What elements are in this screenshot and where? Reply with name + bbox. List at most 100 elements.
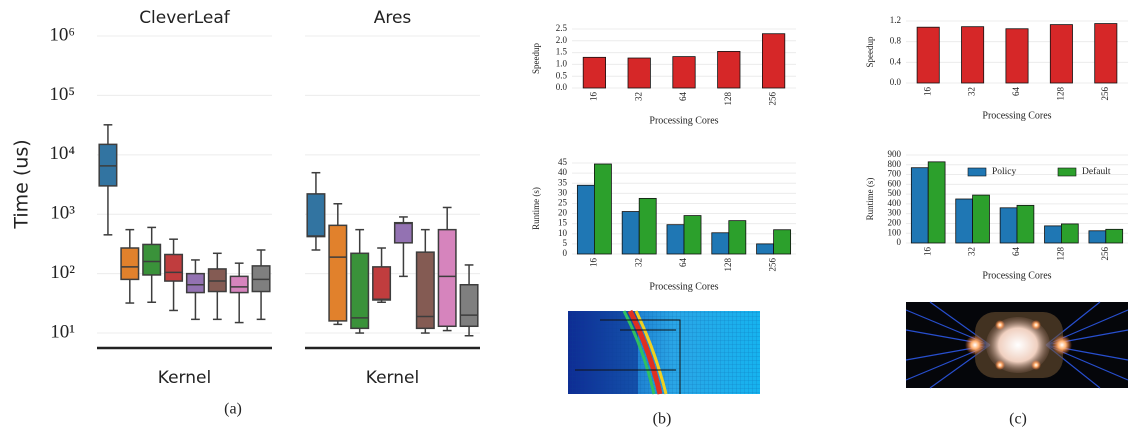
bar bbox=[638, 197, 657, 255]
y-tick-label: 1.0 bbox=[556, 58, 568, 68]
caption: (c) bbox=[1009, 411, 1027, 428]
bar bbox=[972, 194, 990, 244]
y-tick-label: 35 bbox=[558, 177, 568, 187]
x-tick-label: 256 bbox=[1100, 247, 1110, 261]
y-tick-label: 400 bbox=[888, 198, 902, 208]
bar bbox=[1088, 230, 1107, 244]
box bbox=[415, 251, 435, 330]
bar bbox=[910, 167, 929, 244]
y-tick-label: 200 bbox=[888, 218, 902, 228]
bar bbox=[762, 33, 786, 89]
y-tick-label: 10³ bbox=[50, 203, 75, 224]
legend-label: Default bbox=[1082, 166, 1111, 177]
x-tick-label: 64 bbox=[678, 258, 688, 268]
box bbox=[306, 193, 326, 238]
bar bbox=[961, 26, 985, 84]
bar bbox=[773, 229, 792, 255]
legend-label: Policy bbox=[992, 167, 1017, 177]
y-axis-label: Runtime (s) bbox=[865, 178, 875, 221]
y-tick-label: 600 bbox=[888, 178, 902, 188]
y-tick-label: 1.5 bbox=[556, 47, 568, 57]
x-tick-label: 32 bbox=[633, 92, 643, 101]
x-axis-label: Processing Cores bbox=[649, 281, 718, 292]
caption: (b) bbox=[653, 411, 672, 428]
y-tick-label: 800 bbox=[888, 159, 902, 169]
bar bbox=[683, 215, 702, 255]
x-tick-label: 64 bbox=[678, 92, 688, 102]
x-axis-label: Kernel bbox=[366, 368, 419, 388]
bar bbox=[621, 211, 640, 255]
y-axis-label: Runtime (s) bbox=[531, 187, 541, 230]
bar bbox=[672, 56, 696, 89]
x-tick-label: 256 bbox=[768, 92, 778, 106]
legend-swatch bbox=[967, 167, 987, 177]
box bbox=[372, 266, 392, 301]
x-tick-label: 16 bbox=[588, 92, 598, 102]
y-tick-label: 5 bbox=[563, 238, 568, 248]
x-axis-label: Processing Cores bbox=[982, 270, 1051, 281]
bar bbox=[1044, 225, 1062, 244]
box bbox=[120, 247, 140, 281]
bar bbox=[576, 184, 595, 255]
y-tick-label: 500 bbox=[888, 188, 902, 198]
y-axis-label: Time (us) bbox=[11, 139, 33, 229]
x-axis-label: Processing Cores bbox=[649, 115, 718, 126]
x-tick-label: 128 bbox=[1055, 247, 1065, 261]
y-tick-label: 0.0 bbox=[556, 82, 568, 92]
y-tick-label: 10⁴ bbox=[49, 143, 75, 164]
y-tick-label: 1.2 bbox=[890, 15, 901, 25]
x-tick-label: 64 bbox=[1011, 247, 1021, 257]
x-tick-label: 256 bbox=[768, 258, 778, 272]
x-tick-label: 16 bbox=[922, 87, 932, 97]
y-tick-label: 0 bbox=[563, 248, 568, 258]
bar bbox=[1016, 204, 1035, 244]
bar bbox=[594, 163, 612, 255]
bar bbox=[1049, 24, 1073, 84]
box bbox=[459, 283, 479, 328]
bar bbox=[1005, 28, 1029, 84]
x-tick-label: 128 bbox=[1055, 87, 1065, 101]
y-tick-label: 10² bbox=[50, 262, 75, 283]
y-tick-label: 0 bbox=[897, 237, 902, 247]
bar bbox=[1105, 228, 1124, 244]
box bbox=[142, 243, 162, 276]
bar bbox=[717, 51, 741, 89]
y-tick-label: 45 bbox=[558, 157, 568, 167]
y-tick-label: 100 bbox=[888, 227, 902, 237]
y-tick-label: 0.0 bbox=[890, 77, 902, 87]
chart-title: Ares bbox=[374, 8, 412, 28]
bar bbox=[999, 207, 1018, 244]
box bbox=[207, 268, 227, 293]
bar bbox=[927, 161, 946, 244]
x-axis-label: Kernel bbox=[158, 368, 211, 388]
y-tick-label: 40 bbox=[558, 167, 568, 177]
x-tick-label: 32 bbox=[967, 247, 977, 256]
x-tick-label: 256 bbox=[1100, 87, 1110, 101]
box bbox=[98, 143, 118, 187]
chart-title: CleverLeaf bbox=[139, 8, 231, 28]
bar bbox=[582, 56, 607, 89]
x-tick-label: 128 bbox=[723, 92, 733, 106]
bar bbox=[955, 198, 974, 244]
caption: (a) bbox=[224, 401, 242, 418]
box bbox=[328, 224, 348, 322]
box bbox=[437, 228, 457, 328]
box bbox=[164, 253, 184, 282]
bar bbox=[627, 57, 651, 89]
bar bbox=[711, 232, 730, 255]
y-axis-label: Speedup bbox=[531, 43, 541, 74]
x-tick-label: 128 bbox=[723, 258, 733, 272]
simulation-image-b bbox=[568, 309, 760, 395]
simulation-image-c bbox=[905, 301, 1129, 389]
y-axis-label: Speedup bbox=[865, 36, 875, 67]
x-tick-label: 64 bbox=[1011, 87, 1021, 97]
bar bbox=[728, 220, 747, 255]
x-axis-label: Processing Cores bbox=[982, 110, 1051, 121]
box bbox=[185, 272, 205, 294]
bar bbox=[1094, 23, 1118, 84]
x-tick-label: 16 bbox=[922, 247, 932, 257]
y-tick-label: 300 bbox=[888, 208, 902, 218]
bar bbox=[916, 26, 940, 84]
